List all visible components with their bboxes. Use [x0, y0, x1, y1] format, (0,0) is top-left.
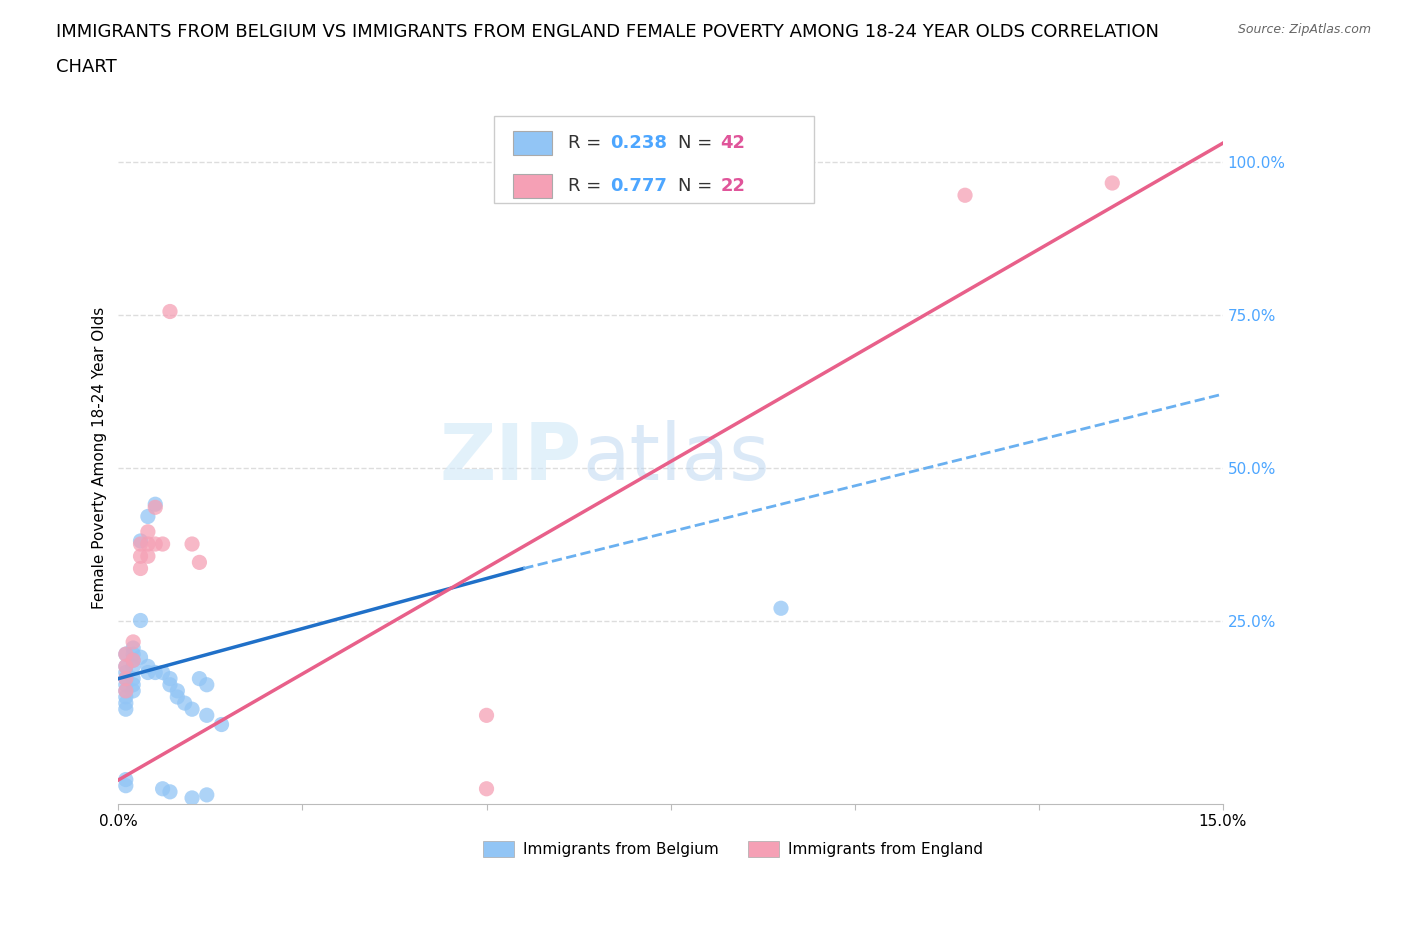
- Text: ZIP: ZIP: [440, 420, 582, 497]
- Point: [159, 304, 181, 319]
- Y-axis label: Female Poverty Among 18-24 Year Olds: Female Poverty Among 18-24 Year Olds: [93, 307, 107, 609]
- Text: Immigrants from Belgium: Immigrants from Belgium: [523, 842, 718, 857]
- Point: [136, 525, 159, 539]
- Point: [129, 613, 152, 628]
- Point: [114, 684, 136, 698]
- Point: [136, 509, 159, 524]
- Point: [143, 497, 166, 512]
- Point: [122, 641, 145, 656]
- Point: [181, 537, 204, 551]
- Text: 22: 22: [720, 177, 745, 195]
- Text: 0.238: 0.238: [610, 134, 666, 153]
- Point: [122, 684, 145, 698]
- Point: [136, 665, 159, 680]
- Point: [159, 784, 181, 799]
- Point: [181, 790, 204, 805]
- Point: [114, 671, 136, 686]
- Point: [159, 677, 181, 692]
- Point: [122, 653, 145, 668]
- Point: [114, 671, 136, 686]
- Point: [475, 781, 498, 796]
- Text: R =: R =: [568, 177, 607, 195]
- FancyBboxPatch shape: [513, 131, 553, 154]
- Point: [114, 778, 136, 793]
- Point: [114, 772, 136, 787]
- Text: IMMIGRANTS FROM BELGIUM VS IMMIGRANTS FROM ENGLAND FEMALE POVERTY AMONG 18-24 YE: IMMIGRANTS FROM BELGIUM VS IMMIGRANTS FR…: [56, 23, 1159, 41]
- Point: [953, 188, 976, 203]
- Point: [152, 665, 174, 680]
- FancyBboxPatch shape: [513, 174, 553, 198]
- Point: [475, 708, 498, 723]
- Point: [211, 717, 233, 732]
- Point: [114, 646, 136, 661]
- Point: [166, 689, 188, 704]
- Point: [136, 549, 159, 564]
- Point: [696, 188, 718, 203]
- Point: [188, 671, 211, 686]
- Point: [114, 659, 136, 674]
- FancyBboxPatch shape: [482, 841, 513, 857]
- Point: [188, 555, 211, 570]
- Point: [114, 702, 136, 717]
- Point: [195, 677, 218, 692]
- Point: [114, 684, 136, 698]
- Point: [129, 549, 152, 564]
- FancyBboxPatch shape: [748, 841, 779, 857]
- Point: [122, 677, 145, 692]
- Text: 0.777: 0.777: [610, 177, 666, 195]
- Point: [152, 537, 174, 551]
- Text: N =: N =: [678, 177, 718, 195]
- Point: [1101, 176, 1123, 191]
- Point: [122, 653, 145, 668]
- Point: [152, 781, 174, 796]
- Point: [143, 665, 166, 680]
- Text: Immigrants from England: Immigrants from England: [787, 842, 983, 857]
- Point: [114, 677, 136, 692]
- Point: [159, 671, 181, 686]
- Point: [114, 696, 136, 711]
- FancyBboxPatch shape: [494, 116, 814, 203]
- Point: [136, 537, 159, 551]
- Text: N =: N =: [678, 134, 718, 153]
- Text: Source: ZipAtlas.com: Source: ZipAtlas.com: [1237, 23, 1371, 36]
- Point: [195, 708, 218, 723]
- Point: [122, 659, 145, 674]
- Point: [122, 671, 145, 686]
- Point: [114, 665, 136, 680]
- Text: 42: 42: [720, 134, 745, 153]
- Point: [173, 696, 195, 711]
- Point: [136, 659, 159, 674]
- Text: atlas: atlas: [582, 420, 769, 497]
- Point: [129, 534, 152, 549]
- Point: [181, 702, 204, 717]
- Point: [769, 601, 792, 616]
- Point: [143, 499, 166, 514]
- Text: R =: R =: [568, 134, 607, 153]
- Point: [129, 561, 152, 576]
- Point: [122, 646, 145, 661]
- Point: [114, 689, 136, 704]
- Point: [129, 650, 152, 665]
- Point: [166, 684, 188, 698]
- Point: [114, 646, 136, 661]
- Text: CHART: CHART: [56, 58, 117, 75]
- Point: [129, 537, 152, 551]
- Point: [195, 788, 218, 803]
- Point: [143, 537, 166, 551]
- Point: [114, 659, 136, 674]
- Point: [122, 634, 145, 649]
